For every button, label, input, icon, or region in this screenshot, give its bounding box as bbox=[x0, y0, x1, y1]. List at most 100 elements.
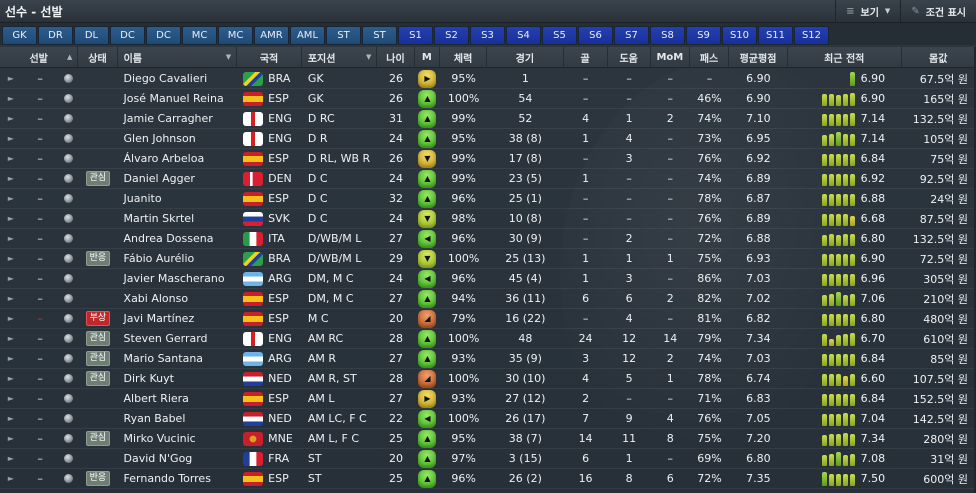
table-row[interactable]: ► – Albert Riera ESP AM L 27 ▶ 93% 27 (12) 2 – – 71%… bbox=[0, 389, 976, 409]
player-status-dot[interactable] bbox=[59, 69, 79, 88]
row-expand-arrow[interactable]: ► bbox=[0, 269, 22, 288]
player-name-link[interactable]: Dirk Kuyt bbox=[123, 372, 174, 385]
column-header-status[interactable]: 상태 bbox=[78, 47, 118, 67]
start-slot[interactable]: – bbox=[22, 349, 59, 368]
start-slot[interactable]: – bbox=[22, 229, 59, 248]
table-row[interactable]: ► – 관심 Daniel Agger DEN D C 24 ▲ 99% 23 (5) 1 – – 74%… bbox=[0, 169, 976, 189]
player-name-link[interactable]: Xabi Alonso bbox=[123, 292, 189, 305]
table-row[interactable]: ► – 관심 Steven Gerrard ENG AM RC 28 ▲ 100% 48 24 12 1… bbox=[0, 329, 976, 349]
player-name-link[interactable]: Javi Martínez bbox=[123, 312, 195, 325]
table-row[interactable]: ► – Ryan Babel NED AM LC, F C 22 ◀ 100% 26 (17) 7… bbox=[0, 409, 976, 429]
player-status-dot[interactable] bbox=[59, 249, 79, 268]
player-name-link[interactable]: Andrea Dossena bbox=[123, 232, 214, 245]
table-row[interactable]: ► – David N'Gog FRA ST 20 ▲ 97% 3 (15) 6 1 – 69% 6.80… bbox=[0, 449, 976, 469]
column-header-pass[interactable]: 패스 bbox=[690, 47, 730, 67]
sub-tab-s12[interactable]: S12 bbox=[794, 25, 829, 45]
column-header-morale[interactable]: M bbox=[415, 47, 441, 67]
table-row[interactable]: ► – Diego Cavalieri BRA GK 26 ▶ 95% 1 – – – – 6.90 6.9… bbox=[0, 69, 976, 89]
row-expand-arrow[interactable]: ► bbox=[0, 349, 22, 368]
player-status-dot[interactable] bbox=[59, 329, 79, 348]
player-status-dot[interactable] bbox=[59, 449, 79, 468]
start-slot[interactable]: – bbox=[22, 189, 59, 208]
table-row[interactable]: ► – Álvaro Arbeloa ESP D RL, WB R 26 ▼ 99% 17 (8… bbox=[0, 149, 976, 169]
player-status-dot[interactable] bbox=[59, 309, 79, 328]
row-expand-arrow[interactable]: ► bbox=[0, 69, 22, 88]
position-tab-amr[interactable]: AMR bbox=[254, 25, 289, 45]
position-tab-st[interactable]: ST bbox=[362, 25, 397, 45]
player-name-link[interactable]: David N'Gog bbox=[123, 452, 193, 465]
sub-tab-s3[interactable]: S3 bbox=[470, 25, 505, 45]
sub-tab-s11[interactable]: S11 bbox=[758, 25, 793, 45]
start-slot[interactable]: – bbox=[22, 309, 59, 328]
player-name-link[interactable]: Daniel Agger bbox=[123, 172, 195, 185]
player-name-link[interactable]: Glen Johnson bbox=[123, 132, 196, 145]
column-header-start[interactable]: 선발 ▲ bbox=[0, 47, 79, 67]
row-expand-arrow[interactable]: ► bbox=[0, 109, 22, 128]
player-status-dot[interactable] bbox=[59, 89, 79, 108]
row-expand-arrow[interactable]: ► bbox=[0, 209, 22, 228]
player-name-link[interactable]: Albert Riera bbox=[123, 392, 189, 405]
player-name-link[interactable]: Steven Gerrard bbox=[123, 332, 208, 345]
start-slot[interactable]: – bbox=[22, 329, 59, 348]
row-expand-arrow[interactable]: ► bbox=[0, 329, 22, 348]
row-expand-arrow[interactable]: ► bbox=[0, 149, 22, 168]
column-header-avg-rating[interactable]: 평균평점 bbox=[729, 47, 788, 67]
table-row[interactable]: ► – 관심 Mario Santana ARG AM R 27 ▲ 93% 35 (9) 3 12 2… bbox=[0, 349, 976, 369]
player-name-link[interactable]: Mirko Vucinic bbox=[123, 432, 196, 445]
position-tab-aml[interactable]: AML bbox=[290, 25, 325, 45]
row-expand-arrow[interactable]: ► bbox=[0, 309, 22, 328]
column-header-mom[interactable]: MoM bbox=[651, 47, 690, 67]
column-header-assists[interactable]: 도움 bbox=[608, 47, 651, 67]
column-header-recent-form[interactable]: 최근 전적 bbox=[788, 47, 902, 67]
sub-tab-s4[interactable]: S4 bbox=[506, 25, 541, 45]
row-expand-arrow[interactable]: ► bbox=[0, 229, 22, 248]
table-row[interactable]: ► – 관심 Dirk Kuyt NED AM R, ST 28 ◢ 100% 30 (10) 4 5… bbox=[0, 369, 976, 389]
column-header-name[interactable]: 이름 ▼ bbox=[118, 47, 238, 67]
column-header-position[interactable]: 포지션 ▼ bbox=[302, 47, 378, 67]
table-row[interactable]: ► – Glen Johnson ENG D R 24 ▲ 95% 38 (8) 1 4 – 73% 6.… bbox=[0, 129, 976, 149]
view-menu-button[interactable]: ≡ 보기 ▼ bbox=[835, 0, 900, 22]
position-tab-mc[interactable]: MC bbox=[218, 25, 253, 45]
row-expand-arrow[interactable]: ► bbox=[0, 189, 22, 208]
table-row[interactable]: ► – Jamie Carragher ENG D RC 31 ▲ 99% 52 4 1 2 74% 7.… bbox=[0, 109, 976, 129]
start-slot[interactable]: – bbox=[22, 89, 59, 108]
row-expand-arrow[interactable]: ► bbox=[0, 469, 22, 488]
start-slot[interactable]: – bbox=[22, 69, 59, 88]
player-name-link[interactable]: Javier Mascherano bbox=[123, 272, 225, 285]
row-expand-arrow[interactable]: ► bbox=[0, 169, 22, 188]
row-expand-arrow[interactable]: ► bbox=[0, 389, 22, 408]
start-slot[interactable]: – bbox=[22, 249, 59, 268]
position-tab-dr[interactable]: DR bbox=[38, 25, 73, 45]
player-status-dot[interactable] bbox=[59, 109, 79, 128]
table-row[interactable]: ► – 반응 Fábio Aurélio BRA D/WB/M L 29 ▼ 100% 25 (1… bbox=[0, 249, 976, 269]
column-header-nationality[interactable]: 국적 bbox=[237, 47, 302, 67]
player-status-dot[interactable] bbox=[59, 429, 79, 448]
player-name-link[interactable]: Álvaro Arbeloa bbox=[123, 152, 205, 165]
player-status-dot[interactable] bbox=[59, 129, 79, 148]
player-name-link[interactable]: Fernando Torres bbox=[123, 472, 211, 485]
column-header-value[interactable]: 몸값 bbox=[902, 47, 976, 67]
sub-tab-s9[interactable]: S9 bbox=[686, 25, 721, 45]
start-slot[interactable]: – bbox=[22, 429, 59, 448]
player-name-link[interactable]: Mario Santana bbox=[123, 352, 204, 365]
player-status-dot[interactable] bbox=[59, 469, 79, 488]
start-slot[interactable]: – bbox=[22, 289, 59, 308]
player-name-link[interactable]: Jamie Carragher bbox=[123, 112, 213, 125]
player-status-dot[interactable] bbox=[59, 389, 79, 408]
sub-tab-s6[interactable]: S6 bbox=[578, 25, 613, 45]
player-name-link[interactable]: Martin Skrtel bbox=[123, 212, 195, 225]
table-row[interactable]: ► – Javier Mascherano ARG DM, M C 24 ◀ 96% 45 (4… bbox=[0, 269, 976, 289]
start-slot[interactable]: – bbox=[22, 109, 59, 128]
start-slot[interactable]: – bbox=[22, 209, 59, 228]
sub-tab-s8[interactable]: S8 bbox=[650, 25, 685, 45]
row-expand-arrow[interactable]: ► bbox=[0, 369, 22, 388]
show-conditions-button[interactable]: ✎ 조건 표시 bbox=[900, 0, 976, 22]
start-slot[interactable]: – bbox=[22, 169, 59, 188]
position-tab-dc[interactable]: DC bbox=[146, 25, 181, 45]
player-status-dot[interactable] bbox=[59, 189, 79, 208]
table-row[interactable]: ► – Juanito ESP D C 32 ▲ 96% 25 (1) – – – 78% 6.87 6.8… bbox=[0, 189, 976, 209]
sub-tab-s1[interactable]: S1 bbox=[398, 25, 433, 45]
player-status-dot[interactable] bbox=[59, 229, 79, 248]
start-slot[interactable]: – bbox=[22, 149, 59, 168]
row-expand-arrow[interactable]: ► bbox=[0, 429, 22, 448]
